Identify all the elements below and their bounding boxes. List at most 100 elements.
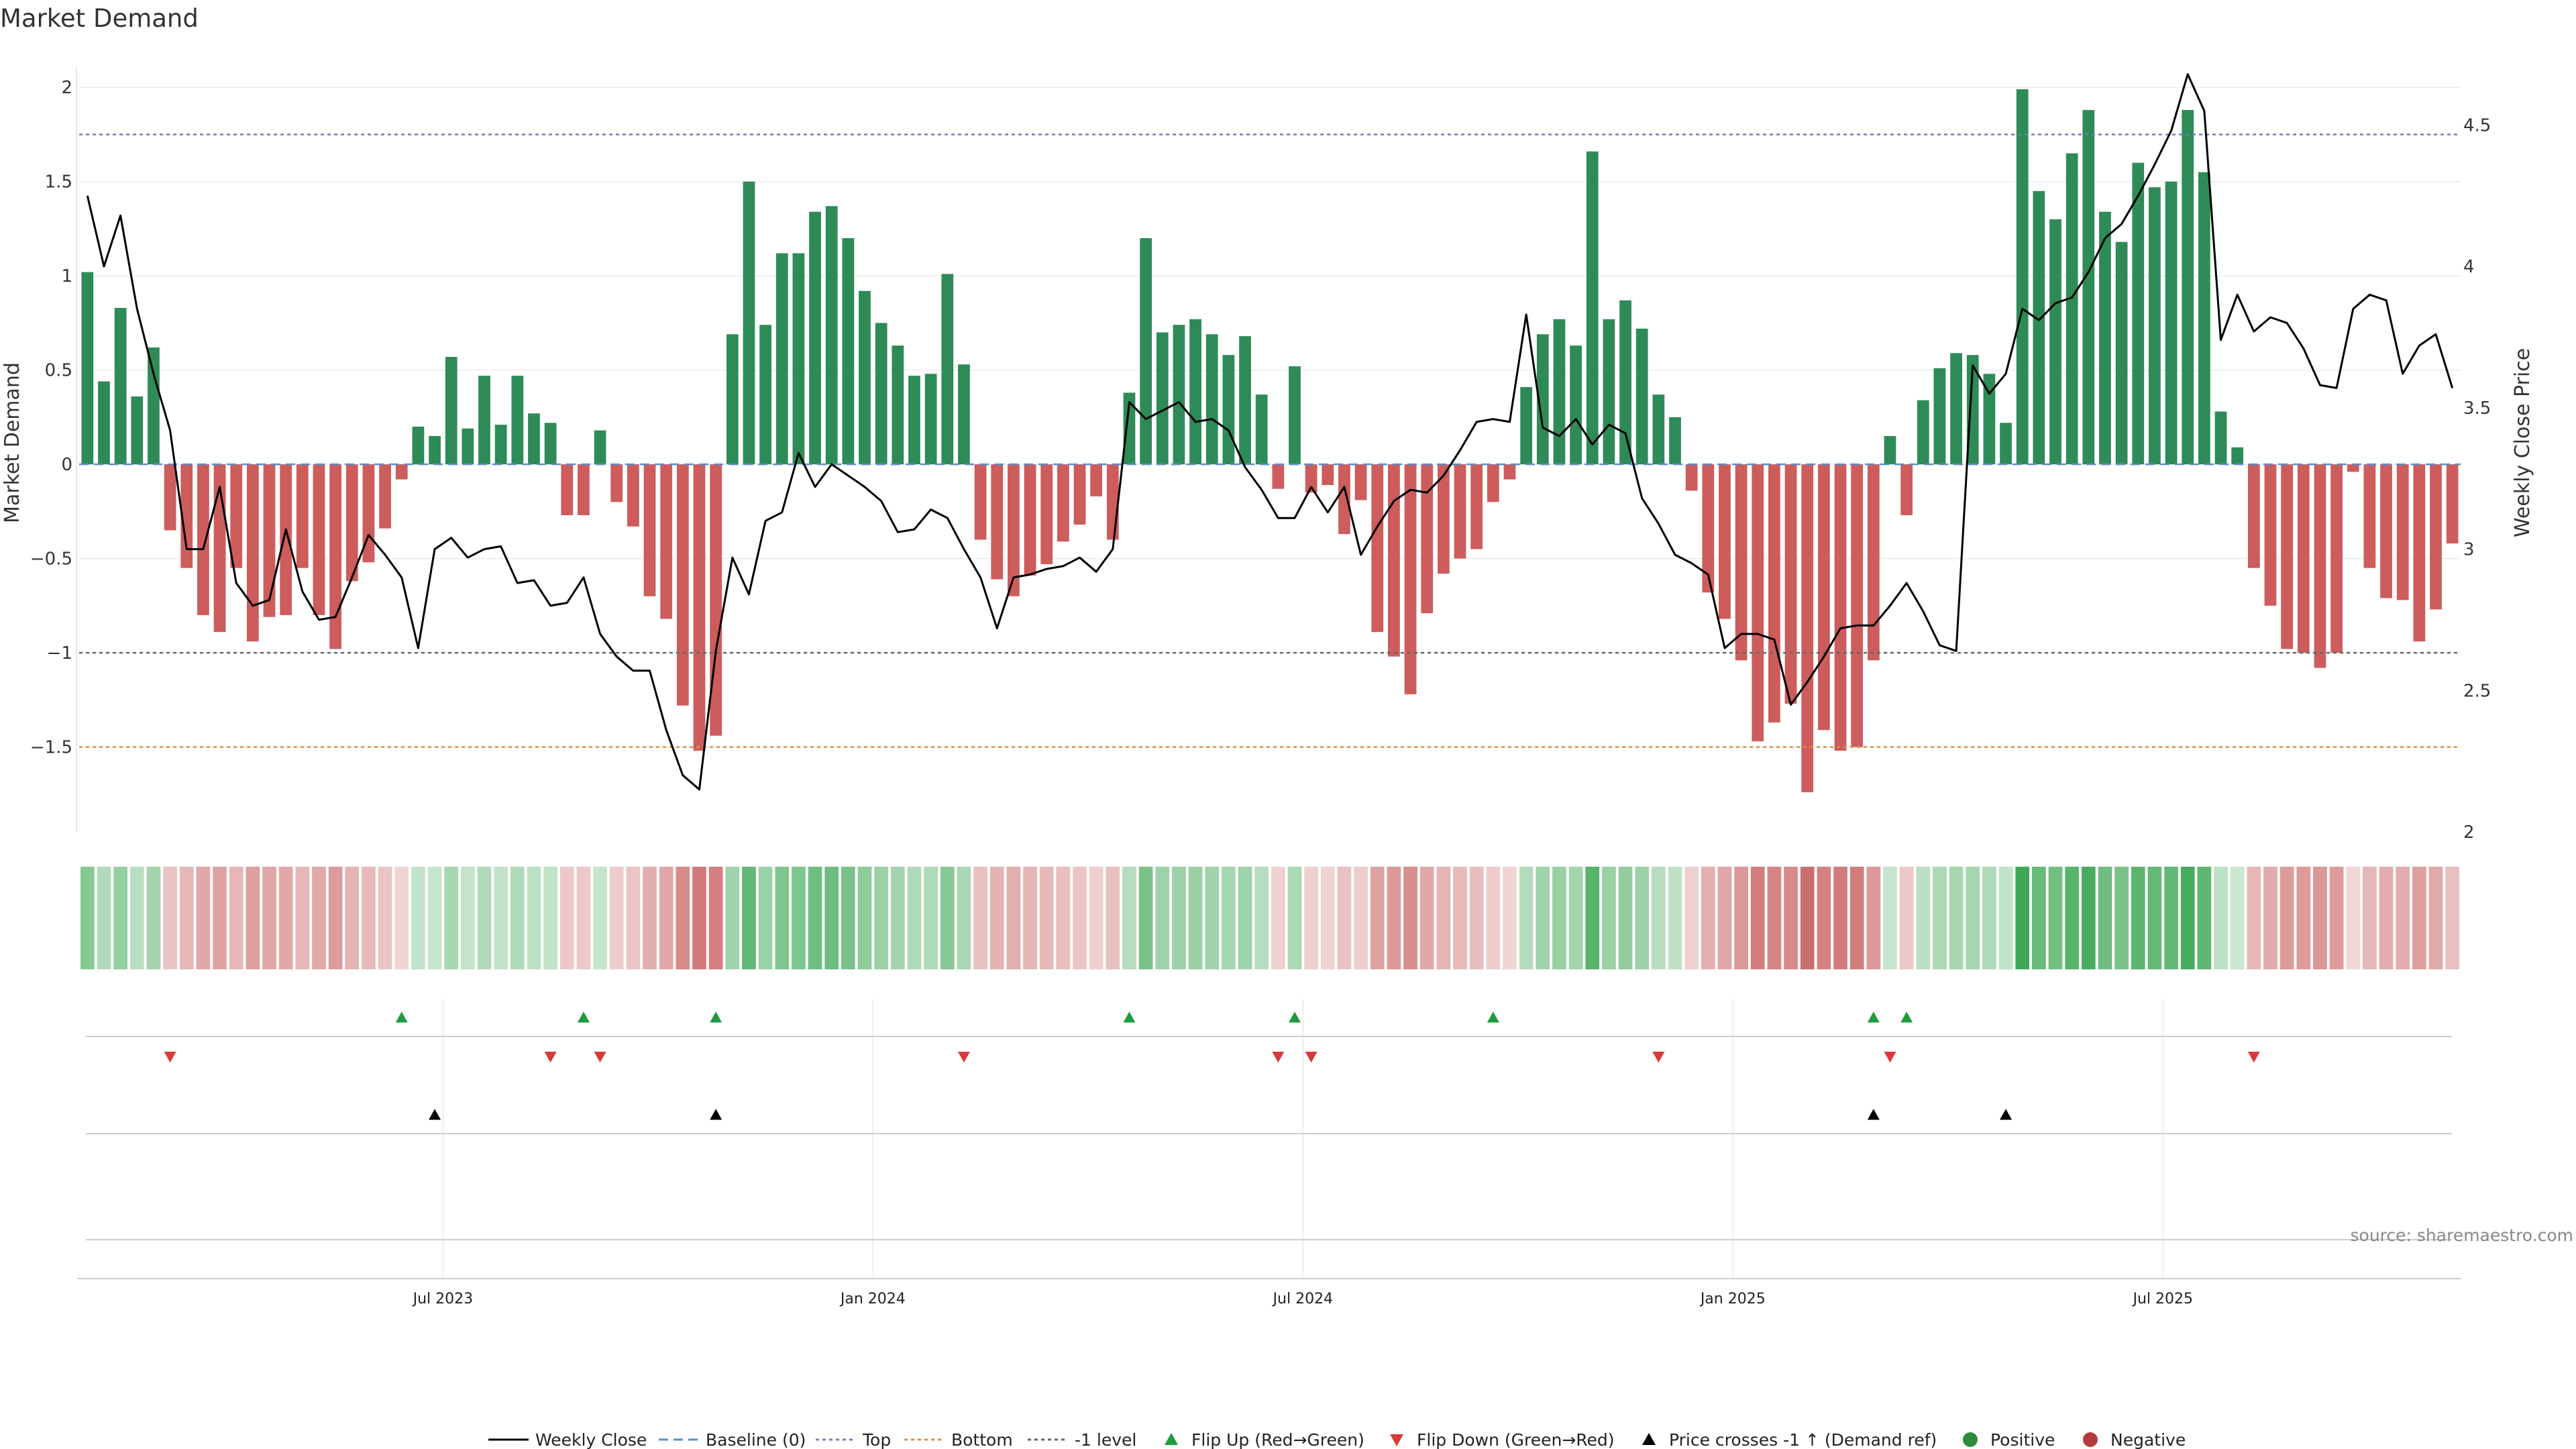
heat-cell bbox=[1619, 867, 1633, 969]
y2-tick-label: 2 bbox=[2463, 822, 2475, 843]
heat-cell bbox=[1321, 867, 1335, 969]
y-tick-label: 0.5 bbox=[45, 361, 72, 381]
heat-cell bbox=[1403, 867, 1417, 969]
legend-label: Bottom bbox=[951, 1430, 1013, 1449]
heat-cell bbox=[1205, 867, 1219, 969]
heat-cell bbox=[1073, 867, 1087, 969]
demand-bar bbox=[2413, 464, 2425, 641]
heat-cell bbox=[627, 867, 641, 969]
demand-bar bbox=[1454, 464, 1466, 558]
legend-item: Weekly Close bbox=[488, 1430, 647, 1449]
heat-cell bbox=[1883, 867, 1897, 969]
heat-cell bbox=[1602, 867, 1616, 969]
demand-bar bbox=[1636, 329, 1648, 464]
heat-cell bbox=[2330, 867, 2344, 969]
y-tick-label: 2 bbox=[61, 78, 72, 98]
heat-cell bbox=[858, 867, 872, 969]
demand-bar bbox=[2000, 423, 2012, 464]
y-tick-label: −1 bbox=[47, 643, 72, 663]
legend-item: Bottom bbox=[904, 1430, 1013, 1449]
heat-cell bbox=[908, 867, 922, 969]
demand-bar bbox=[495, 425, 507, 464]
legend-swatch bbox=[1165, 1433, 1178, 1445]
demand-bar bbox=[1934, 368, 1946, 464]
price-cross-marker bbox=[2000, 1109, 2012, 1120]
demand-bar bbox=[445, 357, 458, 464]
flip-down-marker bbox=[1272, 1052, 1284, 1063]
heat-cell bbox=[659, 867, 674, 969]
flip-up-marker bbox=[710, 1012, 722, 1022]
demand-bar bbox=[1272, 464, 1284, 489]
heat-cell bbox=[80, 867, 95, 969]
demand-bar bbox=[1603, 319, 1615, 464]
demand-bar bbox=[1107, 464, 1119, 539]
demand-bar bbox=[1470, 464, 1483, 549]
heat-cell bbox=[1453, 867, 1467, 969]
demand-bar bbox=[2165, 182, 2178, 464]
heat-cell bbox=[362, 867, 376, 969]
demand-bar bbox=[2017, 89, 2029, 464]
demand-bar bbox=[1322, 464, 1334, 485]
heat-cell bbox=[378, 867, 392, 969]
demand-bar bbox=[1619, 301, 1631, 464]
heat-cell bbox=[1023, 867, 1037, 969]
heat-cell bbox=[2346, 867, 2360, 969]
heat-cell bbox=[1850, 867, 1864, 969]
demand-bar bbox=[2082, 110, 2094, 464]
demand-bar bbox=[511, 376, 523, 464]
legend-label: Positive bbox=[1990, 1430, 2055, 1449]
flip-down-marker bbox=[594, 1052, 606, 1063]
demand-bar bbox=[1206, 334, 1218, 464]
heat-cell bbox=[180, 867, 194, 969]
demand-bar bbox=[1702, 464, 1714, 592]
heat-cell bbox=[692, 867, 706, 969]
heat-cell bbox=[2032, 867, 2046, 969]
demand-bar bbox=[727, 334, 739, 464]
heat-cell bbox=[461, 867, 475, 969]
demand-bar bbox=[264, 464, 276, 617]
demand-bar bbox=[2231, 447, 2243, 464]
heat-cell bbox=[1768, 867, 1782, 969]
heat-cell bbox=[97, 867, 111, 969]
legend-item: Flip Down (Green→Red) bbox=[1390, 1430, 1615, 1449]
demand-bar bbox=[1520, 387, 1532, 464]
y2-tick-label: 4.5 bbox=[2463, 115, 2491, 136]
heat-cell bbox=[1866, 867, 1880, 969]
demand-bar bbox=[809, 212, 821, 464]
demand-bar bbox=[230, 464, 242, 568]
heat-cell bbox=[1569, 867, 1583, 969]
flip-up-marker bbox=[1487, 1012, 1499, 1022]
demand-bar bbox=[1421, 464, 1433, 613]
demand-bar bbox=[594, 431, 606, 465]
heat-cell bbox=[577, 867, 591, 969]
heat-cell bbox=[1354, 867, 1368, 969]
demand-bar bbox=[528, 413, 540, 464]
heat-cell bbox=[593, 867, 607, 969]
demand-bar bbox=[710, 464, 722, 736]
demand-bar bbox=[2099, 212, 2111, 464]
heat-cell bbox=[113, 867, 127, 969]
legend-label: -1 level bbox=[1075, 1430, 1136, 1449]
legend-item: Negative bbox=[2083, 1430, 2186, 1449]
legend-item: -1 level bbox=[1028, 1430, 1136, 1449]
heat-cell bbox=[1007, 867, 1021, 969]
demand-bar bbox=[313, 464, 325, 615]
demand-bar bbox=[297, 464, 309, 568]
x-tick-label: Jul 2025 bbox=[2131, 1291, 2193, 1307]
heat-cell bbox=[345, 867, 359, 969]
demand-bar bbox=[247, 464, 259, 641]
market-demand-chart: Market Demand Market Demand Weekly Close… bbox=[0, 0, 2576, 1449]
heat-cell bbox=[2164, 867, 2178, 969]
demand-bar bbox=[396, 464, 408, 479]
y-tick-label: 1.5 bbox=[45, 172, 72, 193]
heat-cell bbox=[2049, 867, 2063, 969]
heat-cell bbox=[808, 867, 822, 969]
heat-cell bbox=[262, 867, 276, 969]
heat-cell bbox=[709, 867, 723, 969]
heat-cell bbox=[1916, 867, 1930, 969]
heat-cell bbox=[312, 867, 326, 969]
heat-cell bbox=[2114, 867, 2129, 969]
flip-down-marker bbox=[1652, 1052, 1664, 1063]
heat-cell bbox=[543, 867, 557, 969]
heat-cell bbox=[1982, 867, 1996, 969]
